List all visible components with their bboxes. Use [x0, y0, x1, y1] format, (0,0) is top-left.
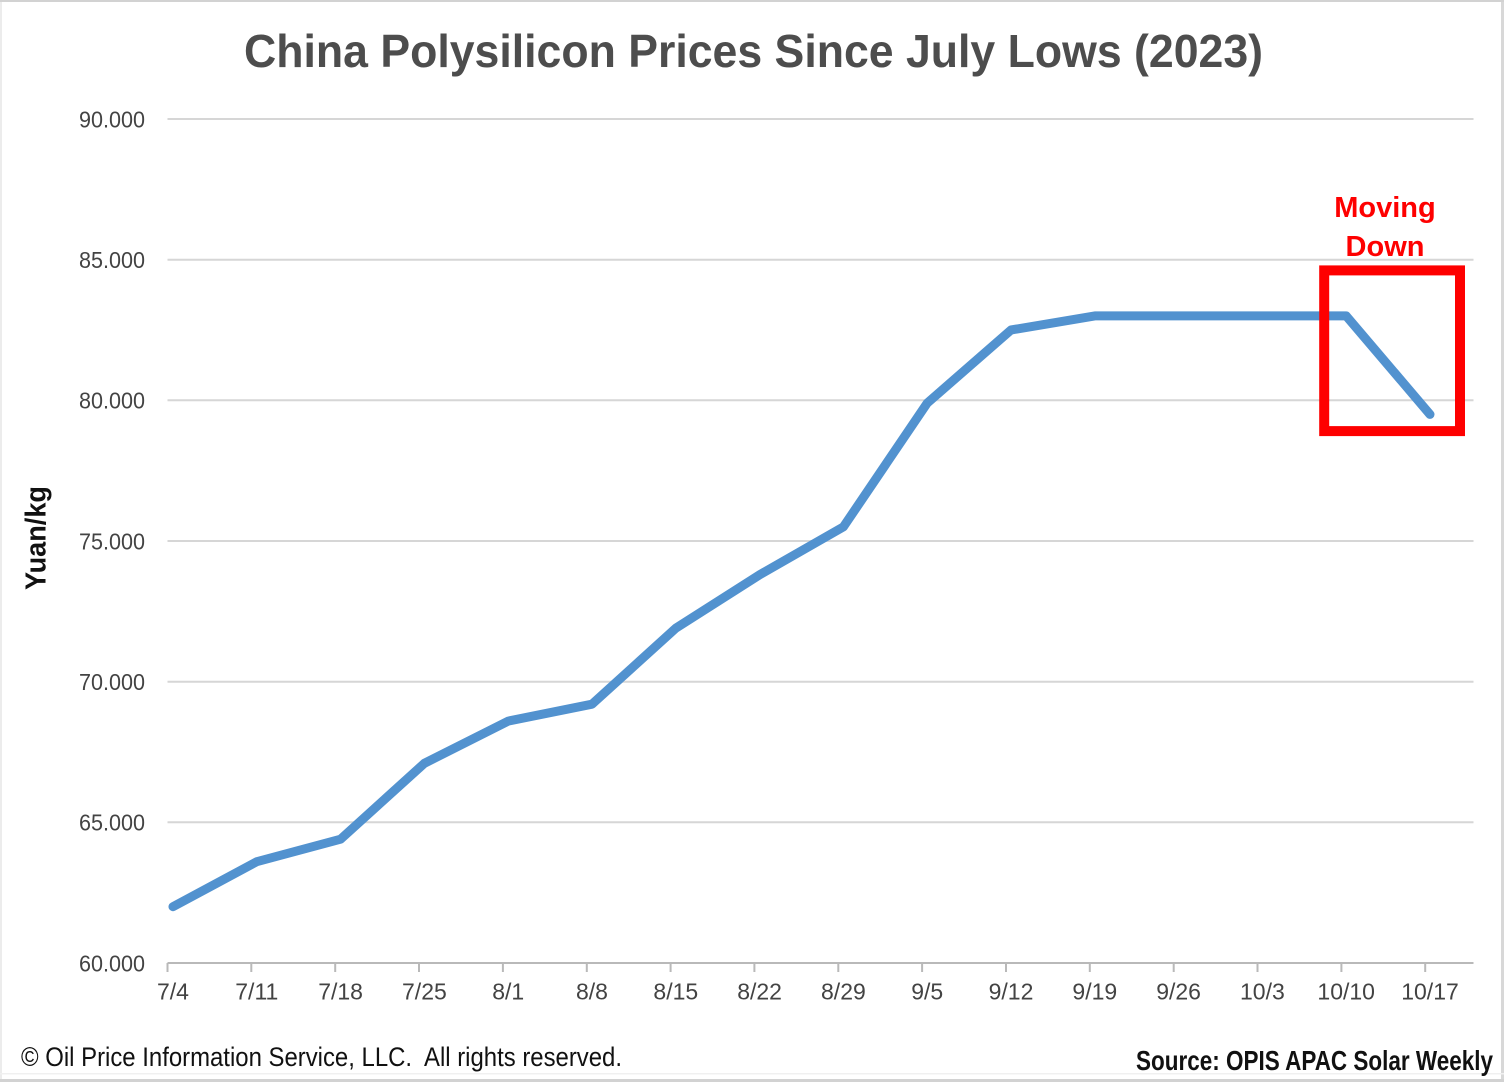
svg-text:85.000: 85.000 [79, 247, 145, 273]
svg-text:8/22: 8/22 [737, 979, 782, 1005]
svg-text:© Oil Price Information Servic: © Oil Price Information Service, LLC. Al… [21, 1042, 622, 1072]
svg-text:70.000: 70.000 [79, 669, 145, 695]
svg-text:7/25: 7/25 [402, 979, 447, 1005]
svg-text:9/26: 9/26 [1156, 979, 1201, 1005]
svg-text:10/3: 10/3 [1240, 979, 1285, 1005]
svg-text:Down: Down [1346, 231, 1425, 263]
svg-text:9/5: 9/5 [911, 979, 943, 1005]
svg-text:10/17: 10/17 [1401, 979, 1459, 1005]
svg-text:8/8: 8/8 [576, 979, 608, 1005]
svg-text:80.000: 80.000 [79, 388, 145, 414]
svg-text:Moving: Moving [1334, 192, 1436, 224]
svg-text:7/11: 7/11 [235, 979, 278, 1005]
svg-text:9/12: 9/12 [989, 979, 1034, 1005]
svg-text:Source: OPIS APAC Solar Weekly: Source: OPIS APAC Solar Weekly [1136, 1045, 1493, 1076]
svg-text:7/4: 7/4 [157, 979, 189, 1005]
svg-text:10/10: 10/10 [1317, 979, 1375, 1005]
svg-text:75.000: 75.000 [79, 528, 145, 554]
svg-text:65.000: 65.000 [79, 810, 145, 836]
svg-text:China Polysilicon Prices Since: China Polysilicon Prices Since July Lows… [244, 25, 1263, 77]
svg-text:9/19: 9/19 [1072, 979, 1117, 1005]
svg-text:60.000: 60.000 [79, 950, 145, 976]
svg-text:Yuan/kg: Yuan/kg [21, 486, 53, 590]
svg-text:90.000: 90.000 [79, 106, 145, 132]
svg-text:7/18: 7/18 [318, 979, 363, 1005]
svg-text:8/1: 8/1 [492, 979, 524, 1005]
svg-text:8/15: 8/15 [653, 979, 698, 1005]
svg-text:8/29: 8/29 [821, 979, 866, 1005]
